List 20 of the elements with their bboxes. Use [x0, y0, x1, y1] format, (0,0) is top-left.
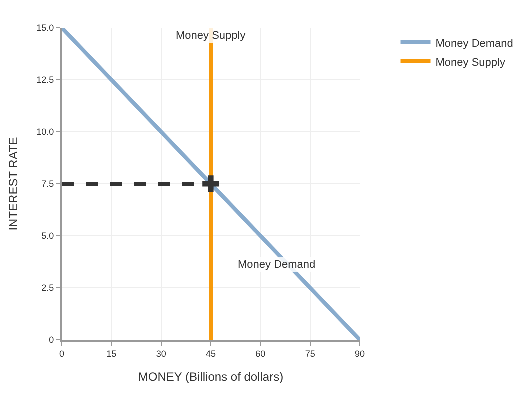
x-tick-label: 15: [106, 348, 117, 359]
y-tick-label: 15.0: [36, 23, 54, 34]
y-tick-label: 5.0: [42, 231, 54, 242]
legend-label: Money Supply: [436, 56, 506, 69]
x-tick-label: 90: [354, 348, 366, 359]
y-axis-title: INTEREST RATE: [6, 137, 20, 231]
y-tick-label: 2.5: [42, 283, 54, 294]
y-tick-label: 7.5: [42, 179, 54, 190]
legend-label: Money Demand: [436, 38, 514, 50]
y-tick-label: 12.5: [36, 75, 54, 86]
x-tick-label: 0: [59, 348, 65, 359]
y-tick-label: 10.0: [36, 127, 54, 138]
x-axis-title: MONEY (Billions of dollars): [138, 370, 284, 384]
annotation: Money Demand: [238, 259, 316, 271]
x-tick-label: 30: [156, 348, 166, 359]
y-tick-label: 0: [49, 335, 54, 346]
x-tick-label: 60: [256, 348, 266, 359]
annotation: Money Supply: [176, 30, 246, 42]
x-tick-label: 45: [206, 348, 216, 359]
x-tick-label: 75: [305, 348, 316, 359]
